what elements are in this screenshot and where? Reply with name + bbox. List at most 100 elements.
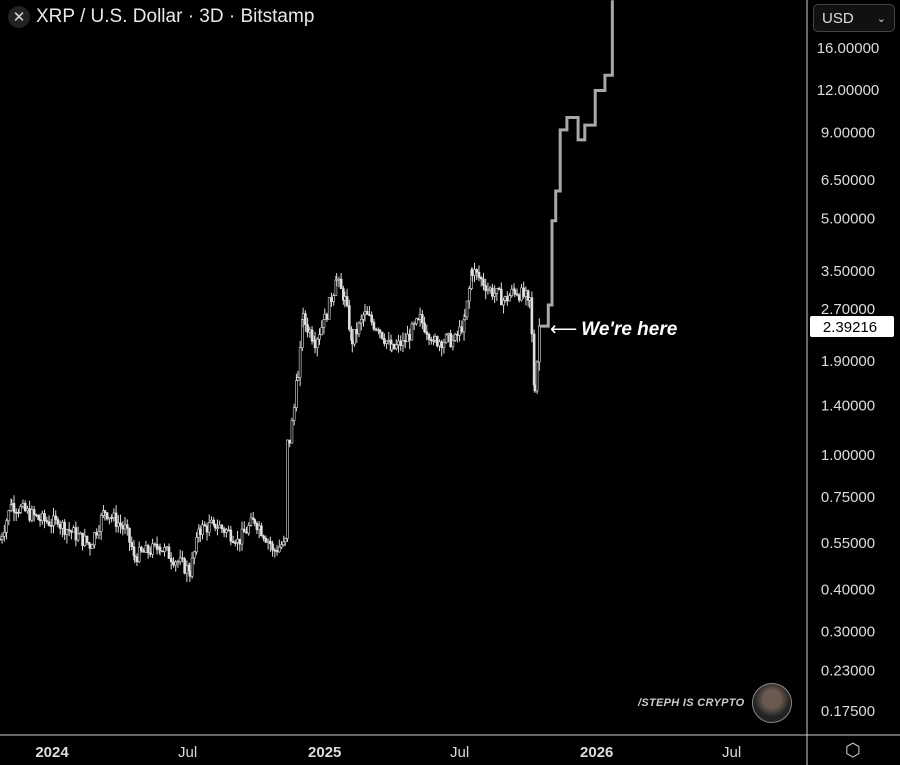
candle-body [231, 540, 235, 543]
candle-body [458, 326, 461, 336]
y-tick-label: 0.40000 [821, 582, 875, 599]
candle-body [296, 377, 300, 381]
candle-body [410, 323, 414, 341]
candle-body [163, 546, 166, 552]
y-tick-label: 1.40000 [821, 398, 875, 415]
candle-body [12, 503, 16, 513]
candle-body [522, 287, 525, 297]
candle-body [0, 536, 4, 540]
candle-body [298, 347, 302, 378]
watermark-text: /STEPH IS CRYPTO [638, 697, 745, 709]
candle-body [348, 305, 351, 330]
candle-body [38, 519, 42, 522]
candle-body [253, 519, 256, 524]
candle-body [176, 561, 180, 564]
candle-body [399, 340, 403, 346]
candle-body [473, 269, 476, 276]
candle-body [306, 324, 309, 333]
candle-body [7, 510, 11, 522]
candle-body [387, 339, 391, 342]
candle-body [128, 527, 131, 543]
symbol-title: XRP / U.S. Dollar · 3D · Bitstamp [36, 6, 315, 27]
candle-body [451, 339, 455, 348]
candle-body [234, 542, 237, 544]
candle-body [41, 513, 44, 522]
candle-body [225, 529, 228, 533]
projection-line [540, 0, 614, 328]
candle-body [249, 517, 253, 526]
y-tick-label: 0.55000 [821, 535, 875, 552]
candle-body [327, 297, 331, 320]
candle-body [269, 540, 272, 545]
candle-body [277, 546, 281, 553]
candle-body [497, 288, 501, 290]
candle-body [81, 532, 84, 546]
close-icon[interactable]: ✕ [8, 6, 30, 28]
candle-body [10, 503, 14, 505]
arrow-left-icon: ⟵ [550, 319, 578, 340]
candle-body [533, 384, 537, 392]
candle-body [449, 333, 452, 348]
candle-body [463, 316, 467, 320]
candle-body [290, 420, 294, 444]
candle-body [14, 511, 18, 514]
candle-body [212, 519, 215, 525]
candle-body [435, 336, 439, 347]
candle-body [368, 314, 371, 316]
candle-body [149, 552, 152, 555]
candle-body [325, 313, 329, 320]
candle-body [76, 533, 80, 541]
candle-body [188, 570, 192, 577]
candle-body [528, 297, 531, 301]
chevron-down-icon: ⌄ [876, 12, 886, 25]
candle-body [378, 329, 382, 333]
candle-body [247, 525, 251, 534]
candle-body [165, 546, 169, 549]
candle-body [99, 515, 103, 532]
candle-body [282, 541, 286, 546]
candle-body [205, 525, 209, 533]
candle-body [216, 527, 219, 530]
candle-body [357, 322, 361, 335]
y-tick-label: 2.70000 [821, 301, 875, 318]
candle-body [97, 531, 101, 536]
candle-body [3, 532, 6, 537]
candle-body [23, 503, 27, 512]
chart-title: ✕ XRP / U.S. Dollar · 3D · Bitstamp [8, 6, 314, 28]
candle-body [151, 543, 154, 555]
candle-body [462, 319, 466, 333]
y-tick-label: 0.75000 [821, 489, 875, 506]
candle-body [337, 278, 341, 281]
candle-body [181, 557, 184, 560]
candle-body [412, 323, 416, 325]
candle-body [108, 517, 111, 520]
candle-body [486, 289, 490, 292]
candle-body [183, 558, 186, 574]
settings-hexagon-icon[interactable]: ⬡ [845, 740, 861, 760]
candle-body [320, 327, 324, 335]
y-tick-label: 0.17500 [821, 703, 875, 720]
candle-body [140, 546, 143, 552]
y-tick-label: 3.50000 [821, 263, 875, 280]
candle-body [355, 329, 359, 335]
currency-select[interactable]: USD ⌄ [813, 4, 895, 32]
candle-body [370, 314, 373, 323]
candle-body [403, 339, 407, 343]
candle-body [238, 538, 242, 545]
avatar [752, 683, 793, 723]
candle-body [493, 293, 496, 297]
candle-body [110, 517, 113, 519]
candle-body [193, 551, 196, 559]
candle-body [19, 506, 23, 513]
candle-body [460, 326, 464, 333]
candle-body [169, 558, 173, 563]
candle-body [440, 341, 444, 349]
y-tick-label: 16.00000 [817, 40, 880, 57]
candle-body [295, 380, 298, 408]
candle-body [394, 344, 398, 349]
candle-body [467, 288, 471, 302]
candle-body [520, 287, 523, 301]
candle-body [63, 521, 66, 535]
candle-body [167, 546, 171, 559]
